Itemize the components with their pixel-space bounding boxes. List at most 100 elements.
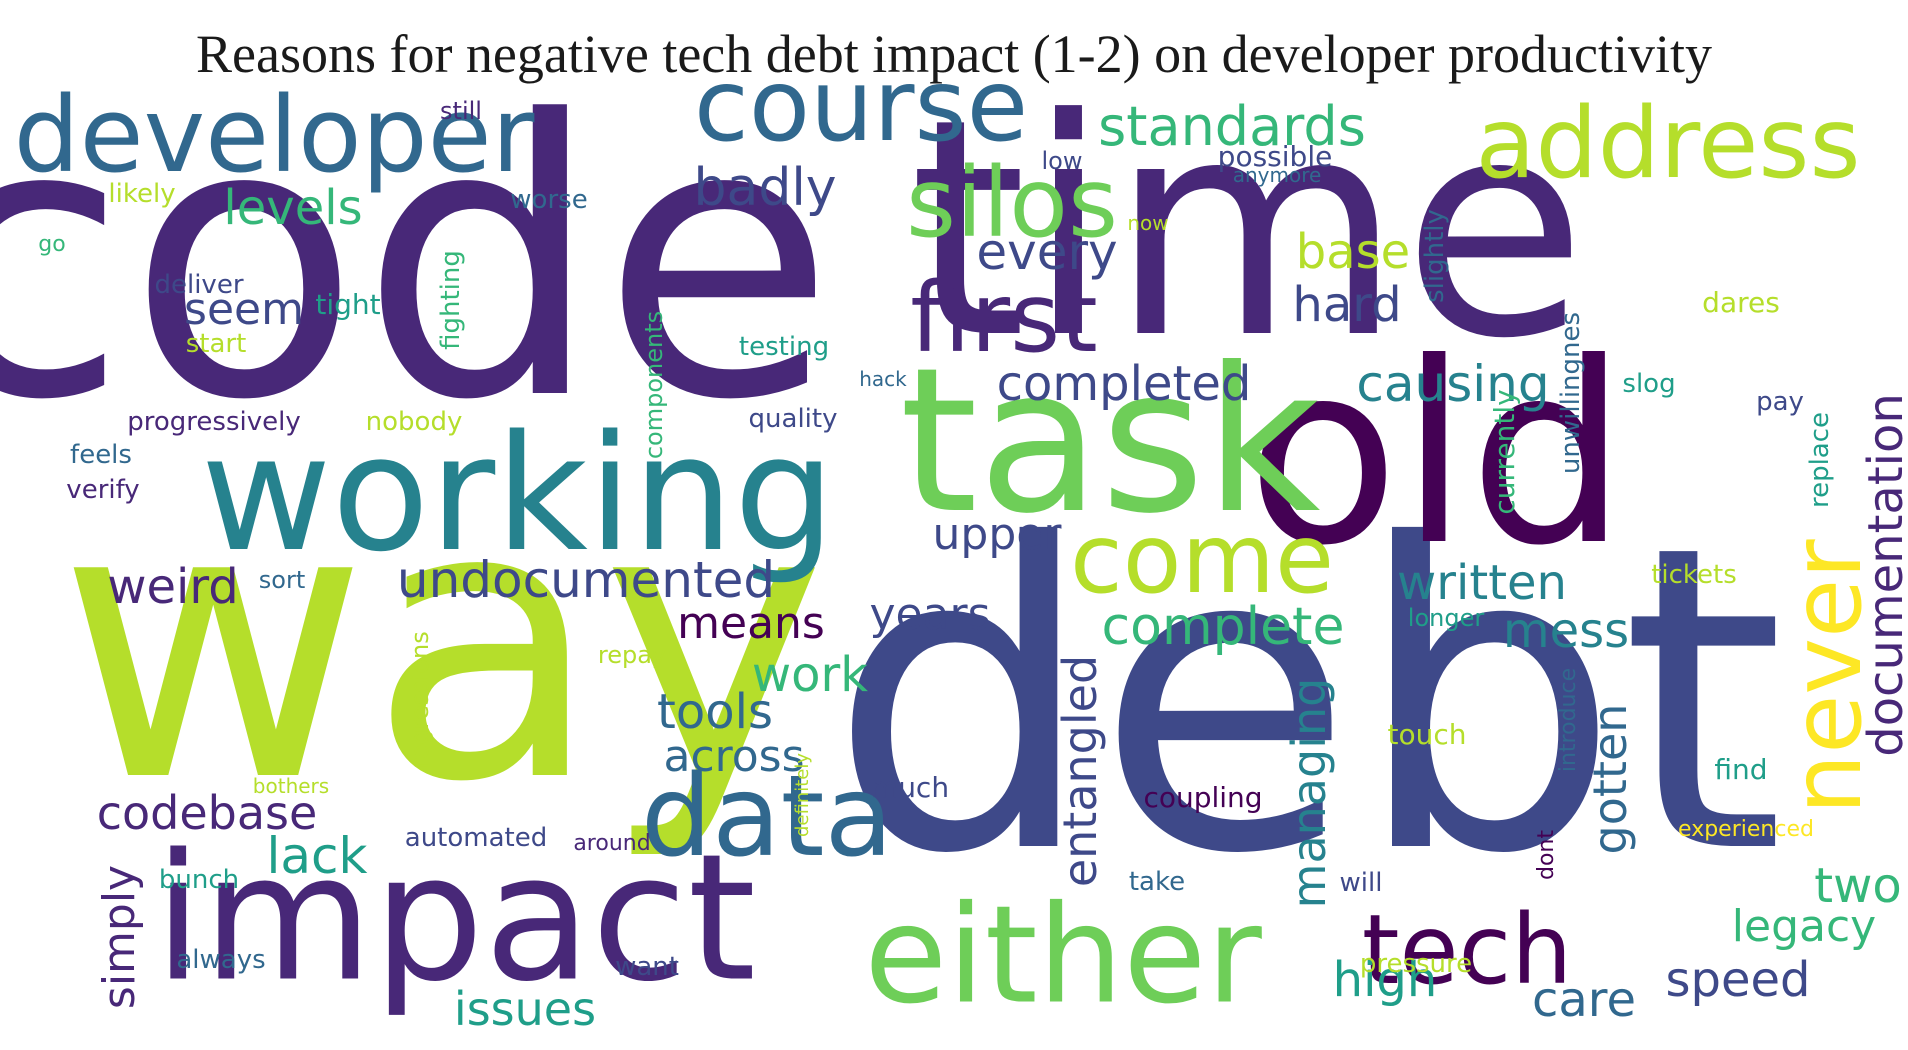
- word-go: go: [38, 232, 66, 257]
- word-years: years: [869, 589, 991, 640]
- word-old: old: [1246, 309, 1628, 600]
- word-codebase: codebase: [96, 786, 318, 840]
- word-weird: weird: [107, 559, 239, 615]
- word-code: code: [0, 40, 836, 483]
- word-address: address: [1475, 87, 1861, 201]
- word-seem: seem: [184, 284, 304, 335]
- word-components: components: [640, 310, 668, 460]
- word-take: take: [1128, 867, 1186, 897]
- word-low: low: [1041, 147, 1083, 175]
- word-tech: tech: [1361, 894, 1573, 1006]
- word-worse: worse: [510, 185, 588, 215]
- word-documentation: documentation: [1858, 393, 1908, 757]
- word-always: always: [176, 945, 266, 975]
- word-way: way: [57, 422, 827, 865]
- word-work: work: [751, 647, 869, 703]
- word-dont: dont: [1534, 830, 1559, 880]
- word-likely: likely: [108, 179, 176, 209]
- word-unwillingnes: unwillingnes: [1556, 311, 1586, 475]
- word-tight: tight: [315, 288, 381, 321]
- word-will: will: [1339, 868, 1383, 898]
- word-badly: badly: [693, 158, 837, 218]
- word-complete: complete: [1101, 597, 1345, 657]
- word-course: course: [693, 47, 1029, 164]
- word-possible: possible: [1217, 140, 1333, 173]
- word-much: much: [870, 771, 950, 804]
- word-longer: longer: [1407, 604, 1485, 632]
- word-gotten: gotten: [1583, 703, 1637, 855]
- word-fighting: fighting: [436, 250, 466, 350]
- word-still: still: [440, 97, 482, 125]
- word-around: around: [573, 831, 651, 856]
- word-find: find: [1714, 753, 1768, 786]
- word-speed: speed: [1665, 952, 1811, 1008]
- word-managing: managing: [1282, 677, 1336, 909]
- word-across: across: [663, 731, 805, 782]
- word-silos: silos: [905, 147, 1119, 259]
- word-bothers: bothers: [252, 774, 330, 798]
- word-issues: issues: [453, 982, 597, 1036]
- word-causing: causing: [1356, 355, 1550, 413]
- word-replace: replace: [1805, 411, 1835, 509]
- word-come: come: [1069, 503, 1335, 615]
- word-data: data: [640, 752, 894, 882]
- word-time: time: [909, 55, 1587, 404]
- word-hack: hack: [859, 367, 907, 391]
- word-mess: mess: [1502, 603, 1630, 659]
- word-tools: tools: [657, 684, 773, 740]
- word-developer: developer: [13, 74, 535, 196]
- word-currently: currently: [1488, 389, 1521, 515]
- word-legacy: legacy: [1731, 901, 1877, 952]
- word-pay: pay: [1756, 387, 1804, 417]
- word-anymore: anymore: [1232, 163, 1322, 187]
- word-introduce: introduce: [1556, 667, 1581, 773]
- word-care: care: [1531, 972, 1637, 1028]
- chart-title: Reasons for negative tech debt impact (1…: [195, 24, 1712, 84]
- word-hard: hard: [1292, 277, 1402, 333]
- word-written: written: [1397, 555, 1567, 611]
- word-start: start: [185, 329, 247, 359]
- word-experienced: experienced: [1678, 817, 1814, 842]
- word-want: want: [615, 952, 679, 982]
- word-deliver: deliver: [154, 270, 244, 300]
- word-nobody: nobody: [365, 407, 463, 437]
- word-pressure: pressure: [1359, 949, 1473, 979]
- word-two: two: [1814, 858, 1902, 914]
- word-automated: automated: [404, 823, 548, 853]
- word-either: either: [864, 876, 1262, 1034]
- word-undocumented: undocumented: [396, 551, 776, 609]
- word-lack: lack: [266, 827, 368, 885]
- word-regressions: regressions: [406, 631, 434, 769]
- word-first: first: [910, 262, 1098, 374]
- word-completed: completed: [996, 356, 1252, 412]
- word-simply: simply: [94, 864, 145, 1010]
- word-definitely: definitely: [792, 752, 813, 838]
- word-feels: feels: [70, 440, 132, 470]
- word-cloud: code time debt way old task working impa…: [0, 56, 1908, 1036]
- word-impact: impact: [153, 817, 757, 1021]
- word-repay: repay: [597, 641, 667, 669]
- word-bunch: bunch: [158, 865, 240, 895]
- word-means: means: [677, 598, 825, 649]
- word-sort: sort: [258, 566, 306, 594]
- word-dares: dares: [1702, 286, 1780, 319]
- word-high: high: [1332, 952, 1438, 1008]
- word-tickets: tickets: [1651, 560, 1737, 590]
- word-coupling: coupling: [1143, 781, 1263, 814]
- word-base: base: [1295, 224, 1411, 280]
- word-touch: touch: [1387, 718, 1467, 751]
- word-quality: quality: [748, 404, 838, 434]
- word-working: working: [200, 400, 836, 587]
- word-entangled: entangled: [1053, 654, 1107, 888]
- word-levels: levels: [223, 180, 363, 236]
- word-every: every: [976, 223, 1118, 281]
- word-now: now: [1127, 211, 1169, 235]
- word-standards: standards: [1098, 95, 1366, 158]
- word-verify: verify: [66, 475, 140, 505]
- word-debt: debt: [828, 457, 1786, 946]
- word-task: task: [899, 325, 1321, 558]
- word-slog: slog: [1622, 369, 1676, 399]
- word-upper: upper: [932, 509, 1062, 560]
- word-slightly: slightly: [1420, 209, 1450, 303]
- word-progressively: progressively: [127, 407, 301, 437]
